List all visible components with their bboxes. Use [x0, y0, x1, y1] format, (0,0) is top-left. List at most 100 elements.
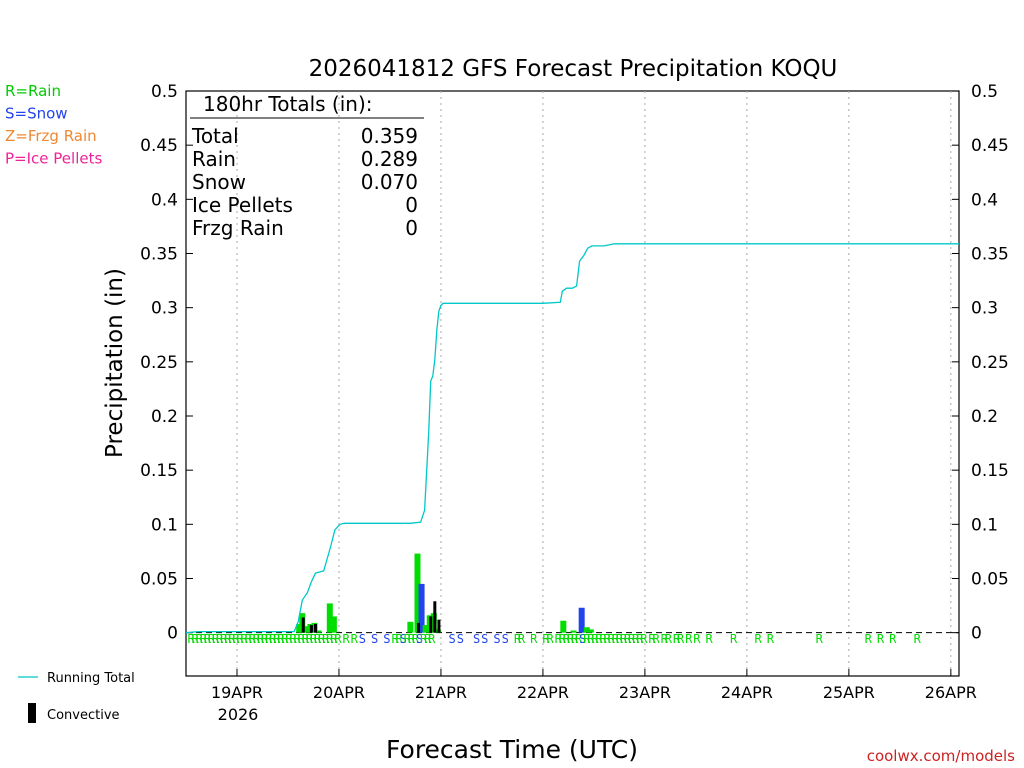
- precip-type-marker: S: [400, 632, 407, 646]
- precip-bar: [326, 603, 333, 633]
- precip-type-marker: R: [273, 632, 281, 646]
- precip-bar: [407, 621, 414, 633]
- plot-frame: [185, 90, 960, 677]
- precip-type-marker: R: [587, 632, 595, 646]
- precip-bar: [330, 616, 337, 633]
- precip-type-marker: S: [383, 632, 390, 646]
- precip-type-marker: R: [620, 632, 628, 646]
- precip-type-marker: R: [318, 632, 326, 646]
- precip-type-legend-item: R=Rain: [5, 82, 61, 100]
- precip-type-marker: R: [685, 632, 693, 646]
- precip-type-marker: R: [563, 632, 571, 646]
- precip-type-marker: R: [192, 632, 200, 646]
- precip-type-marker: R: [294, 632, 302, 646]
- precip-type-marker: R: [306, 632, 314, 646]
- precip-type-marker: R: [889, 632, 897, 646]
- precip-type-marker: R: [604, 632, 612, 646]
- precip-type-marker: R: [424, 632, 432, 646]
- precip-type-marker: R: [245, 632, 253, 646]
- x-tick-label: 24APR: [721, 683, 773, 702]
- precip-bar: [578, 607, 585, 633]
- gridlines: [236, 91, 952, 676]
- y-tick-label-right: 0.15: [971, 461, 1009, 481]
- precip-type-marker: R: [302, 632, 310, 646]
- precip-type-marker: R: [530, 632, 538, 646]
- precip-type-marker: R: [546, 632, 554, 646]
- totals-row-value: 0.070: [361, 170, 418, 194]
- precip-type-marker: R: [289, 632, 297, 646]
- precip-type-marker: R: [754, 632, 762, 646]
- running-total-legend-label: Running Total: [47, 671, 135, 686]
- precip-type-marker: R: [571, 632, 579, 646]
- precip-bar: [418, 583, 425, 633]
- precip-type-marker: R: [632, 632, 640, 646]
- x-tick-label: 20APR: [313, 683, 365, 702]
- precip-type-marker: R: [559, 632, 567, 646]
- precip-bar: [587, 629, 594, 633]
- precip-type-marker: R: [257, 632, 265, 646]
- convective-legend-swatch: [28, 703, 36, 723]
- convective-bar: [309, 625, 313, 633]
- precip-bar: [422, 625, 429, 633]
- precip-type-marker: R: [653, 632, 661, 646]
- precip-type-marker: R: [187, 632, 195, 646]
- y-tick-label-left: 0.25: [140, 353, 178, 373]
- y-tick-label-right: 0.5: [971, 82, 998, 102]
- y-tick-label-left: 0.5: [151, 82, 178, 102]
- precip-type-marker: R: [612, 632, 620, 646]
- precip-bar: [583, 627, 590, 633]
- precip-type-marker: R: [298, 632, 306, 646]
- precip-type-marker: R: [212, 632, 220, 646]
- precip-type-marker: S: [473, 632, 480, 646]
- precip-type-marker: R: [241, 632, 249, 646]
- y-tick-label-right: 0.2: [971, 407, 998, 427]
- precip-type-marker: S: [449, 632, 456, 646]
- y-tick-label-right: 0.45: [971, 136, 1009, 156]
- precip-type-marker: R: [665, 632, 673, 646]
- precip-type-marker: S: [416, 632, 423, 646]
- precip-type-marker: R: [351, 632, 359, 646]
- precip-type-marker: R: [196, 632, 204, 646]
- precip-type-marker: R: [204, 632, 212, 646]
- y-tick-label-left: 0.1: [151, 515, 178, 535]
- precip-type-marker: R: [404, 632, 412, 646]
- y-tick-label-left: 0.3: [151, 299, 178, 319]
- precip-type-marker: R: [322, 632, 330, 646]
- y-tick-label-right: 0.05: [971, 570, 1009, 590]
- precip-type-marker: R: [334, 632, 342, 646]
- precip-type-marker: S: [371, 632, 378, 646]
- convective-bar: [314, 624, 318, 633]
- precip-type-marker: S: [359, 632, 366, 646]
- totals-row-label: Total: [191, 124, 239, 148]
- y-axis-label: Precipitation (in): [102, 268, 128, 458]
- precip-type-marker: R: [616, 632, 624, 646]
- totals-box: 180hr Totals (in): Total 0.359 Rain 0.289 Sn…: [190, 92, 424, 240]
- precip-type-marker: R: [249, 632, 257, 646]
- y-tick-label-left: 0.2: [151, 407, 178, 427]
- precip-type-marker: R: [624, 632, 632, 646]
- precip-type-marker: R: [518, 632, 526, 646]
- precip-type-marker: R: [514, 632, 522, 646]
- precip-type-marker: R: [224, 632, 232, 646]
- totals-row-label: Ice Pellets: [192, 193, 293, 217]
- precip-type-marker: R: [428, 632, 436, 646]
- precip-type-marker: R: [216, 632, 224, 646]
- y-tick-label-right: 0.25: [971, 353, 1009, 373]
- precip-bars: [296, 553, 594, 633]
- precip-type-marker: R: [555, 632, 563, 646]
- precip-type-legend: R=Rain S=Snow Z=Frzg Rain P=Ice Pellets: [5, 82, 102, 168]
- y-tick-label-right: 0.3: [971, 299, 998, 319]
- y-axis-left: 0 0.05 0.1 0.15 0.2 0.25 0.3 0.35 0.4 0.45 0.5: [140, 82, 193, 644]
- precip-type-marker: R: [228, 632, 236, 646]
- precip-type-marker: R: [412, 632, 420, 646]
- x-axis-label: Forecast Time (UTC): [386, 735, 638, 764]
- precip-type-marker: R: [640, 632, 648, 646]
- precip-type-marker: R: [677, 632, 685, 646]
- precip-type-marker: R: [326, 632, 334, 646]
- x-tick-label: 22APR: [517, 683, 569, 702]
- y-axis-right: 0 0.05 0.1 0.15 0.2 0.25 0.3 0.35 0.4 0.45 0.5: [952, 82, 1009, 644]
- x-tick-label: 19APR: [211, 683, 263, 702]
- y-tick-label-right: 0.35: [971, 245, 1009, 265]
- precip-type-marker: R: [583, 632, 591, 646]
